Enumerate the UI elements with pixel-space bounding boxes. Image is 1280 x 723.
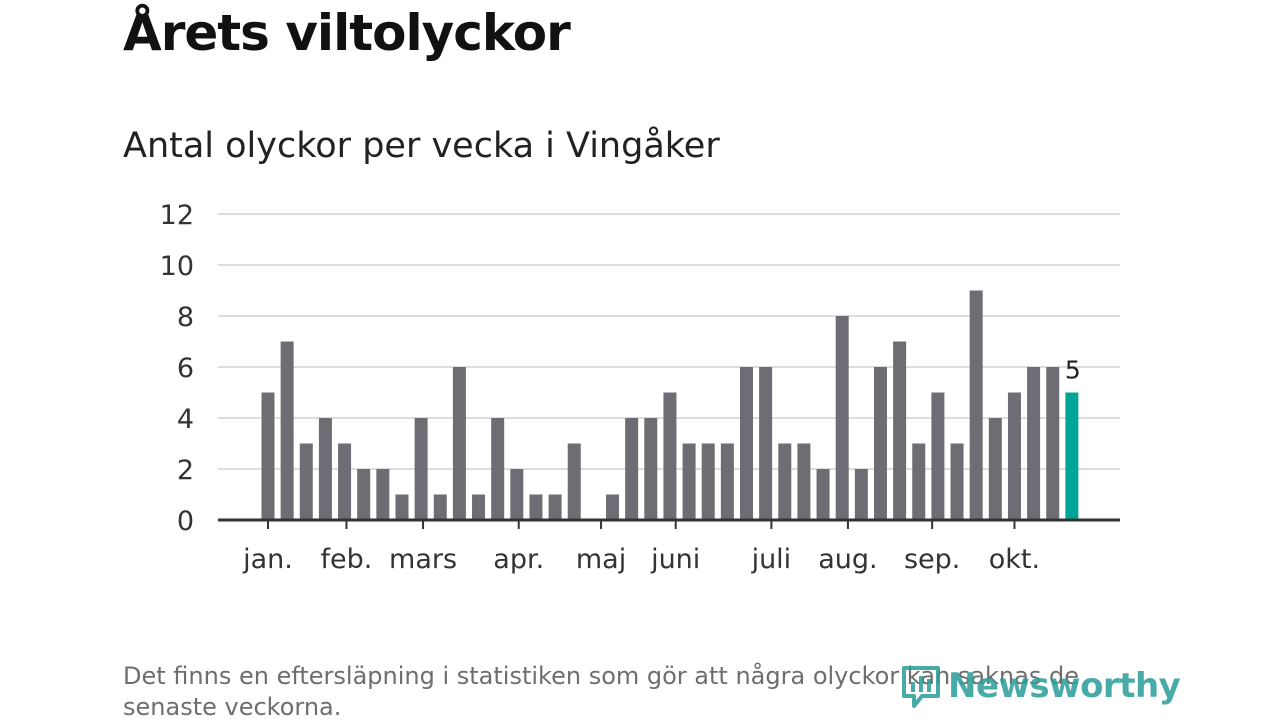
newsworthy-logo: Newsworthy bbox=[900, 664, 1181, 708]
bar bbox=[606, 494, 620, 520]
bar bbox=[567, 443, 581, 520]
bar bbox=[701, 443, 715, 520]
bar bbox=[893, 341, 907, 520]
bar bbox=[1027, 367, 1041, 520]
bar bbox=[529, 494, 543, 520]
chart-subtitle: Antal olyckor per vecka i Vingåker bbox=[123, 126, 720, 166]
bar bbox=[682, 443, 696, 520]
bar bbox=[644, 418, 658, 520]
bar bbox=[912, 443, 926, 520]
bar bbox=[491, 418, 505, 520]
bar-chart-speech-bubble-icon bbox=[902, 666, 940, 708]
x-tick-label: jan. bbox=[242, 544, 293, 575]
y-tick-label: 0 bbox=[177, 506, 194, 537]
x-tick-label: okt. bbox=[989, 544, 1040, 575]
y-tick-label: 10 bbox=[160, 251, 194, 282]
x-tick-label: apr. bbox=[493, 544, 544, 575]
bar-highlight bbox=[1065, 392, 1079, 520]
x-tick-label: sep. bbox=[904, 544, 960, 575]
bar bbox=[318, 418, 332, 520]
bar bbox=[395, 494, 409, 520]
bar bbox=[376, 469, 390, 520]
y-tick-label: 4 bbox=[177, 404, 194, 435]
chart-title: Årets viltolyckor bbox=[123, 4, 571, 62]
bar bbox=[548, 494, 562, 520]
logo-text: Newsworthy bbox=[948, 666, 1181, 706]
bar bbox=[414, 418, 428, 520]
bar bbox=[969, 290, 983, 520]
bar bbox=[261, 392, 275, 520]
bar bbox=[280, 341, 294, 520]
bar bbox=[625, 418, 639, 520]
bar bbox=[1007, 392, 1021, 520]
y-tick-label: 8 bbox=[177, 302, 194, 333]
bar bbox=[510, 469, 524, 520]
x-tick-label: juni bbox=[650, 544, 700, 575]
y-tick-label: 2 bbox=[177, 455, 194, 486]
bar bbox=[433, 494, 447, 520]
bar bbox=[816, 469, 830, 520]
x-tick-label: maj bbox=[576, 544, 626, 575]
x-tick-label: mars bbox=[389, 544, 457, 575]
bar bbox=[1046, 367, 1060, 520]
x-tick-label: juli bbox=[751, 544, 792, 575]
x-tick-label: feb. bbox=[321, 544, 373, 575]
bar bbox=[338, 443, 352, 520]
y-tick-label: 12 bbox=[160, 200, 194, 231]
y-tick-label: 6 bbox=[177, 353, 194, 384]
last-value-label: 5 bbox=[1065, 356, 1081, 385]
bar bbox=[663, 392, 677, 520]
bar bbox=[854, 469, 868, 520]
x-tick-label: aug. bbox=[818, 544, 877, 575]
bar bbox=[931, 392, 945, 520]
bar bbox=[740, 367, 753, 520]
bar bbox=[873, 367, 887, 520]
bar bbox=[835, 316, 849, 520]
bar bbox=[357, 469, 371, 520]
bar bbox=[797, 443, 811, 520]
bar bbox=[988, 418, 1002, 520]
bar bbox=[950, 443, 964, 520]
bar bbox=[452, 367, 466, 520]
bar bbox=[472, 494, 486, 520]
bar bbox=[720, 443, 734, 520]
bar bbox=[299, 443, 313, 520]
bar bbox=[759, 367, 773, 520]
bar bbox=[778, 443, 792, 520]
